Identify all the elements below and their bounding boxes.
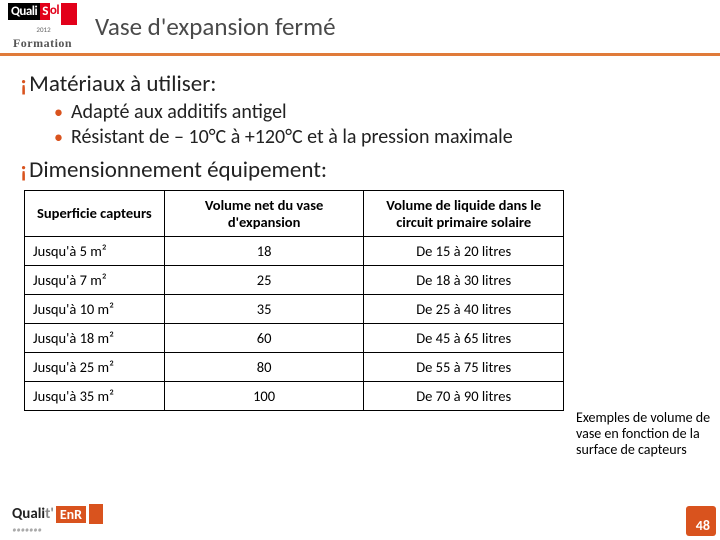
section1-heading: ¡ Matériaux à utiliser:	[20, 70, 698, 98]
table-row: Jusqu'à 18 m²60De 45 à 65 litres	[25, 324, 564, 353]
table-header: Volume de liquide dans le circuit primai…	[364, 191, 564, 237]
table-cell: 35	[164, 295, 364, 324]
section2-heading-text: Dimensionnement équipement:	[29, 156, 327, 184]
table-row: Jusqu'à 10 m²35De 25 à 40 litres	[25, 295, 564, 324]
table-row: Jusqu'à 35 m²100De 70 à 90 litres	[25, 382, 564, 411]
section1-heading-text: Matériaux à utiliser:	[29, 70, 216, 98]
table-cell: 80	[164, 353, 364, 382]
table-cell: Jusqu'à 25 m²	[25, 353, 165, 382]
table-cell: Jusqu'à 18 m²	[25, 324, 165, 353]
section1-list: • Adapté aux additifs antigel • Résistan…	[54, 100, 698, 150]
table-cell: Jusqu'à 7 m²	[25, 266, 165, 295]
slide-header: QualiSol 2012 Formation Vase d'expansion…	[0, 0, 720, 56]
table-cell: De 70 à 90 litres	[364, 382, 564, 411]
bullet-dot-icon: •	[54, 126, 63, 149]
table-cell: De 55 à 75 litres	[364, 353, 564, 382]
logo-top-row: QualiSol	[8, 3, 77, 25]
list-item: • Résistant de – 10°C à +120°C et à la p…	[54, 125, 698, 150]
bullet-ring-icon: ¡	[20, 156, 27, 183]
page-number-badge: 48	[696, 517, 716, 536]
logo-apostrophe-shape	[61, 3, 77, 25]
table-cell: 100	[164, 382, 364, 411]
table-row: Jusqu'à 7 m²25De 18 à 30 litres	[25, 266, 564, 295]
table-cell: Jusqu'à 35 m²	[25, 382, 165, 411]
slide-title: Vase d'expansion fermé	[95, 11, 335, 42]
footer-logo-qualitenr: Qualit'EnR ●●●●●●●	[12, 504, 103, 534]
logo-year: 2012	[36, 25, 50, 34]
bullet-ring-icon: ¡	[20, 70, 27, 97]
section2-heading: ¡ Dimensionnement équipement:	[20, 156, 698, 184]
footer-quali: Quali	[12, 505, 45, 523]
table-row: Jusqu'à 25 m²80De 55 à 75 litres	[25, 353, 564, 382]
footer-enr: EnR	[56, 506, 86, 523]
table-cell: 18	[164, 237, 364, 266]
sizing-table: Superficie capteurs Volume net du vase d…	[24, 190, 564, 411]
list-item-text: Résistant de – 10°C à +120°C et à la pre…	[71, 125, 513, 150]
slide-content: ¡ Matériaux à utiliser: • Adapté aux add…	[0, 56, 720, 411]
logo-qualisol: QualiSol 2012 Formation	[8, 3, 77, 51]
table-cell: Jusqu'à 10 m²	[25, 295, 165, 324]
table-cell: Jusqu'à 5 m²	[25, 237, 165, 266]
list-item: • Adapté aux additifs antigel	[54, 100, 698, 125]
table-cell: 25	[164, 266, 364, 295]
footer-apostrophe-shape	[89, 504, 103, 524]
footer-subtext: ●●●●●●●	[12, 525, 103, 534]
page-number: 48	[696, 517, 716, 536]
logo-text-ol: ol	[50, 3, 59, 18]
table-header: Superficie capteurs	[25, 191, 165, 237]
table-cell: 60	[164, 324, 364, 353]
table-cell: De 45 à 65 litres	[364, 324, 564, 353]
logo-text-s: S	[40, 3, 50, 20]
logo-formation-label: Formation	[13, 36, 72, 51]
table-row: Jusqu'à 5 m²18De 15 à 20 litres	[25, 237, 564, 266]
table-cell: De 25 à 40 litres	[364, 295, 564, 324]
list-item-text: Adapté aux additifs antigel	[71, 100, 287, 125]
table-cell: De 18 à 30 litres	[364, 266, 564, 295]
logo-text-quali: Quali	[8, 3, 40, 20]
table-cell: De 15 à 20 litres	[364, 237, 564, 266]
table-header-row: Superficie capteurs Volume net du vase d…	[25, 191, 564, 237]
footer-t: t'	[45, 505, 54, 523]
bullet-dot-icon: •	[54, 101, 63, 124]
side-note: Exemples de volume de vase en fonction d…	[576, 410, 712, 458]
table-header: Volume net du vase d'expansion	[164, 191, 364, 237]
